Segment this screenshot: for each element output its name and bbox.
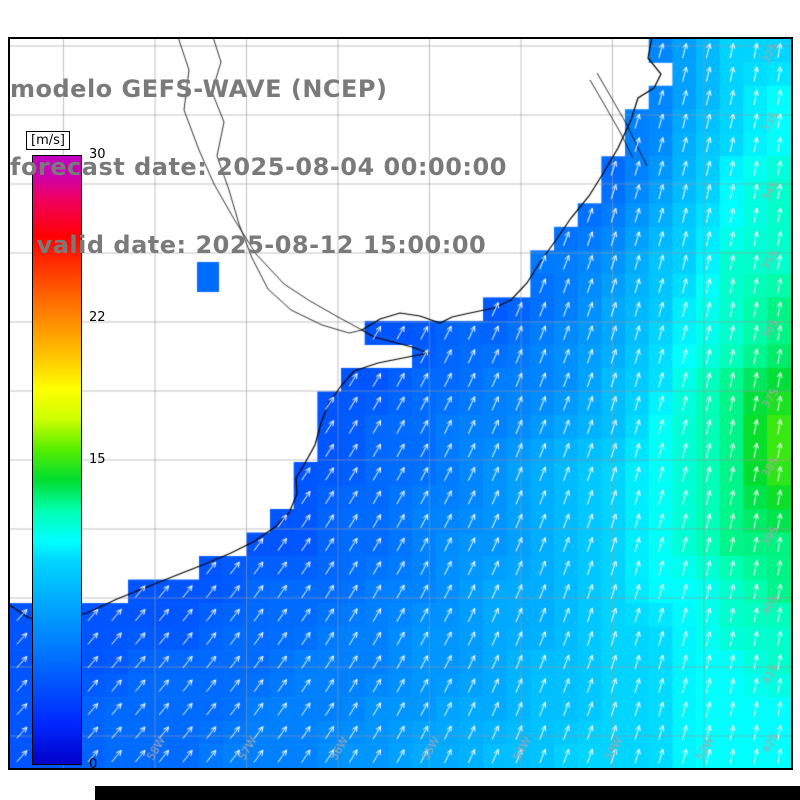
colorbar-unit-label: [m/s] (26, 131, 70, 150)
map-frame (8, 37, 793, 770)
page-title: modelo GEFS-WAVE (NCEP) (10, 75, 388, 103)
header-titles: modelo GEFS-WAVE (NCEP) forecast date: 2… (10, 24, 507, 310)
colorbar-tick-label: 0 (89, 757, 98, 772)
colorbar-gradient (32, 155, 82, 765)
colorbar-tick-label: 30 (89, 147, 106, 162)
wave-field-canvas (10, 39, 791, 768)
forecast-date-line: forecast date: 2025-08-04 00:00:00 (10, 153, 507, 181)
footer-bar (95, 786, 800, 800)
valid-date-line: valid date: 2025-08-12 15:00:00 (10, 231, 487, 259)
colorbar-tick-label: 22 (89, 309, 106, 325)
colorbar-tick-label: 15 (89, 452, 106, 467)
